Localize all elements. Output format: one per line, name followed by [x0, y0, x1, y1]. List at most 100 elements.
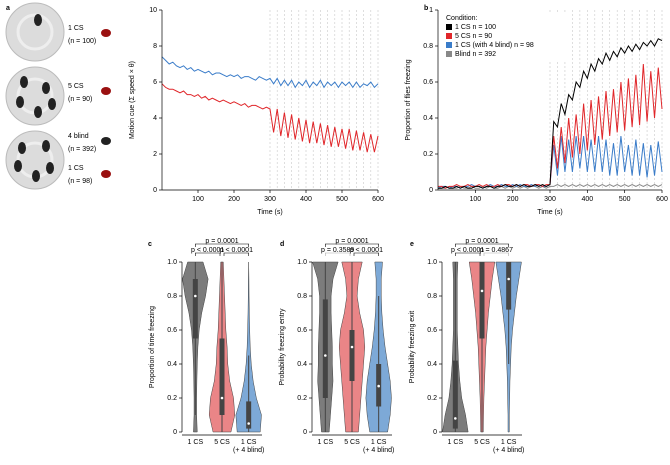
legend-title: Condition:: [446, 15, 478, 22]
y-tick-label: 2: [153, 151, 157, 158]
x-tick-label: 300: [544, 196, 556, 203]
series-line: [438, 184, 663, 189]
p-value: p = 0.0001: [335, 238, 368, 245]
significance-bracket: [325, 243, 379, 247]
p-value: p = 0.3589: [321, 247, 354, 254]
spider: [101, 87, 111, 95]
legend-swatch: [446, 51, 452, 57]
y-tick-label: 0.6: [167, 327, 177, 334]
y-tick-label: 0.4: [423, 115, 433, 122]
x-tick-label: 5 CS: [474, 439, 490, 446]
x-tick-label: 1 CS (+ 4 blind): [493, 439, 524, 454]
legend-swatch: [446, 42, 452, 48]
x-tick-label: 500: [619, 196, 631, 203]
fly: [18, 142, 26, 154]
blind-spider: [101, 137, 111, 145]
p-value: p < 0.0001: [191, 247, 224, 254]
y-tick-label: 1.0: [167, 259, 177, 266]
arena-icons: [5, 2, 111, 190]
y-tick-label: 0.2: [167, 395, 177, 402]
y-axis-label: Probability freezing exit: [409, 311, 416, 383]
violin: [235, 261, 262, 433]
x-tick-label: 600: [656, 196, 668, 203]
fly: [16, 96, 24, 108]
y-axis-label: Motion cue (Σ speed × θ): [129, 61, 136, 139]
fly: [46, 162, 54, 174]
significance-bracket: [223, 252, 249, 256]
arena-label: 1 CS: [68, 165, 84, 172]
median: [350, 345, 354, 349]
legend-swatch: [446, 24, 452, 30]
fly: [20, 76, 28, 88]
x-tick-label: 600: [372, 196, 384, 203]
median: [194, 294, 197, 298]
x-tick-label: 1 CS (+ 4 blind): [233, 439, 264, 454]
y-tick-label: 0.6: [427, 327, 437, 334]
y-tick-label: 0.2: [423, 151, 433, 158]
p-value: p = 0.0001: [205, 238, 238, 245]
x-tick-label: 200: [507, 196, 519, 203]
p-value: p < 0.0001: [220, 247, 253, 254]
y-tick-label: 4: [153, 115, 157, 122]
median: [324, 354, 327, 357]
p-value: p = 0.0001: [465, 238, 498, 245]
x-tick-label: 100: [469, 196, 481, 203]
fly: [42, 140, 50, 152]
y-tick-label: 8: [153, 43, 157, 50]
spider-icons: [101, 29, 111, 178]
y-tick-label: 10: [149, 7, 157, 14]
median: [480, 289, 484, 293]
arena-n: (n = 392): [68, 146, 96, 153]
panel-label: b: [424, 5, 428, 12]
x-tick-label: 200: [228, 196, 240, 203]
y-tick-label: 0.6: [297, 327, 307, 334]
iqr-box: [452, 360, 458, 429]
significance-bracket: [483, 252, 509, 256]
y-tick-label: 0.4: [427, 361, 437, 368]
panel-label: d: [280, 241, 284, 248]
arena-ring: [16, 13, 54, 51]
fly: [32, 170, 40, 182]
arena-n: (n = 98): [68, 178, 92, 185]
median: [377, 384, 380, 388]
x-tick-label: 100: [192, 196, 204, 203]
y-tick-label: 0.2: [297, 395, 307, 402]
p-value: p < 0.0001: [350, 247, 383, 254]
significance-bracket: [455, 252, 481, 256]
series-line: [438, 38, 663, 189]
significance-bracket: [325, 252, 351, 256]
iqr-box: [322, 299, 328, 398]
iqr-box: [479, 262, 485, 339]
panel-label: e: [410, 241, 414, 248]
fly: [42, 82, 50, 94]
significance-bracket: [353, 252, 379, 256]
x-tick-label: 1 CS: [318, 439, 334, 446]
arena: [5, 2, 65, 62]
y-tick-label: 0: [173, 429, 177, 436]
y-tick-label: 6: [153, 79, 157, 86]
median: [247, 422, 250, 425]
y-tick-label: 0.8: [423, 43, 433, 50]
p-value: p = 0.4867: [480, 247, 513, 254]
legend-label: Blind n = 392: [455, 51, 496, 58]
spider: [101, 29, 111, 37]
y-tick-label: 0.6: [423, 79, 433, 86]
fly: [14, 160, 22, 172]
legend-label: 1 CS (with 4 blind) n = 98: [455, 42, 534, 49]
y-tick-label: 0: [429, 187, 433, 194]
y-tick-label: 1: [429, 7, 433, 14]
y-axis-label: Proportion of flies freezing: [405, 59, 412, 140]
spider: [101, 170, 111, 178]
y-tick-label: 0: [433, 429, 437, 436]
series-line: [161, 56, 379, 89]
legend-label: 5 CS n = 90: [455, 33, 492, 40]
panel-label: a: [6, 5, 10, 12]
iqr-box: [246, 401, 252, 429]
fly: [48, 98, 56, 110]
series-line: [161, 83, 379, 153]
y-axis-label: Probability freezing entry: [279, 308, 286, 386]
y-tick-label: 0.8: [427, 293, 437, 300]
legend-swatch: [446, 33, 452, 39]
y-axis-label: Proportion of time freezing: [149, 306, 156, 388]
